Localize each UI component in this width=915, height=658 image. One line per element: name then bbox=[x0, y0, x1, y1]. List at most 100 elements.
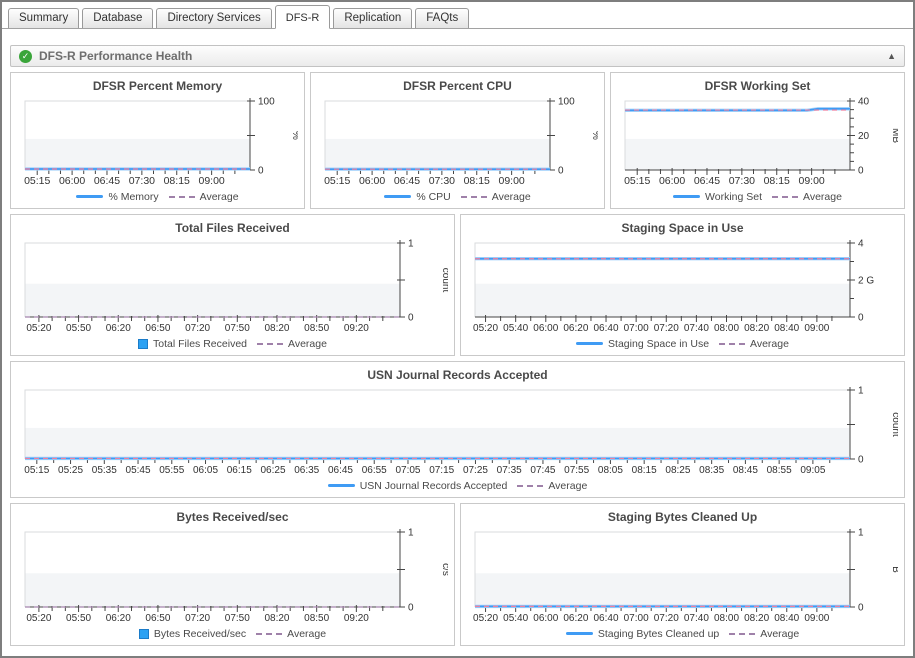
chart-title: DFSR Percent Memory bbox=[92, 79, 223, 93]
legend-item: Average bbox=[460, 191, 531, 203]
collapse-icon[interactable]: ▲ bbox=[887, 51, 896, 61]
legend-label: Average bbox=[760, 627, 800, 640]
tab-replication[interactable]: Replication bbox=[333, 8, 413, 28]
svg-text:09:00: 09:00 bbox=[804, 323, 829, 334]
svg-text:07:30: 07:30 bbox=[429, 175, 455, 187]
chart-plot[interactable]: 0 100% 05:15 06:00 06:45 07:30 08:15 09:00 bbox=[17, 95, 298, 188]
chart-plot[interactable]: 0 1 count 05:15 05:25 05:35 05:45 05:55 06:05 06:… bbox=[17, 384, 898, 477]
svg-text:08:15: 08:15 bbox=[764, 175, 790, 187]
legend-label: Average bbox=[287, 627, 327, 640]
svg-text:05:15: 05:15 bbox=[624, 175, 650, 187]
svg-text:06:20: 06:20 bbox=[106, 613, 131, 624]
svg-text:08:15: 08:15 bbox=[164, 175, 190, 187]
svg-text:08:50: 08:50 bbox=[304, 323, 329, 334]
svg-text:08:55: 08:55 bbox=[767, 465, 792, 476]
svg-text:08:15: 08:15 bbox=[464, 175, 490, 187]
svg-text:0: 0 bbox=[858, 166, 864, 177]
line-swatch-icon bbox=[576, 342, 604, 345]
dashboard-content: ✓ DFS-R Performance Health ▲ DFSR Percen… bbox=[2, 29, 913, 646]
tab-faqts[interactable]: FAQts bbox=[415, 8, 470, 28]
svg-text:MB: MB bbox=[890, 128, 898, 143]
chart-card-bytes-received-sec: Bytes Received/sec 0 1 c/s 05:20 05:50 06:20 0… bbox=[10, 503, 455, 646]
svg-text:07:25: 07:25 bbox=[463, 465, 488, 476]
chart-row-4: Bytes Received/sec 0 1 c/s 05:20 05:50 06:20 0… bbox=[10, 503, 905, 646]
chart-title: Staging Space in Use bbox=[621, 221, 744, 235]
svg-text:06:55: 06:55 bbox=[362, 465, 387, 476]
chart-plot[interactable]: 0 20 40 MB 05:15 06:00 06:45 07:30 08:15 09:00 bbox=[617, 95, 898, 188]
svg-text:08:50: 08:50 bbox=[304, 613, 329, 624]
legend-item: % CPU bbox=[384, 191, 451, 203]
legend-item: % Memory bbox=[76, 190, 159, 203]
svg-text:08:00: 08:00 bbox=[714, 613, 739, 624]
chart-legend: % CPU Average bbox=[317, 188, 598, 205]
chart-plot[interactable]: 0 1 count 05:20 05:50 06:20 06:50 07:20 07:50 08:… bbox=[17, 237, 448, 335]
svg-text:09:05: 09:05 bbox=[800, 465, 825, 476]
legend-item: Average bbox=[729, 628, 799, 640]
svg-text:08:15: 08:15 bbox=[632, 465, 657, 476]
tab-dfs-r[interactable]: DFS-R bbox=[274, 5, 331, 29]
tab-database[interactable]: Database bbox=[82, 8, 154, 28]
chart-card-total-files-received: Total Files Received 0 1 count 05:20 05:50 06… bbox=[10, 214, 455, 356]
line-swatch-icon bbox=[673, 195, 701, 198]
svg-text:%: % bbox=[290, 131, 298, 140]
dash-swatch-icon bbox=[719, 342, 746, 345]
section-header: ✓ DFS-R Performance Health ▲ bbox=[10, 45, 905, 67]
svg-text:06:50: 06:50 bbox=[145, 613, 170, 624]
legend-label: Total Files Received bbox=[153, 337, 248, 350]
svg-text:05:40: 05:40 bbox=[503, 613, 528, 624]
chart-title: Staging Bytes Cleaned Up bbox=[607, 510, 758, 524]
chart-plot[interactable]: 0 100% 05:15 06:00 06:45 07:30 08:15 09:00 bbox=[317, 95, 598, 188]
line-swatch-icon bbox=[384, 195, 412, 198]
svg-text:06:25: 06:25 bbox=[260, 465, 285, 476]
chart-legend: Staging Space in Use Average bbox=[467, 335, 898, 352]
svg-text:06:45: 06:45 bbox=[94, 175, 120, 187]
svg-text:count: count bbox=[440, 268, 448, 293]
chart-card-dfsr-working-set: DFSR Working Set 0 20 40 MB 05:15 06:00 06:45 0… bbox=[610, 72, 905, 209]
tab-summary[interactable]: Summary bbox=[8, 8, 80, 28]
dash-swatch-icon bbox=[168, 195, 195, 198]
chart-plot[interactable]: 0 1 B 05:20 05:40 06:00 06:20 06:40 07:00 07:20 07… bbox=[467, 526, 898, 625]
svg-text:05:15: 05:15 bbox=[24, 175, 50, 187]
svg-text:0: 0 bbox=[258, 166, 264, 177]
legend-item: Average bbox=[257, 338, 327, 350]
dash-swatch-icon bbox=[256, 632, 283, 635]
svg-text:05:40: 05:40 bbox=[503, 323, 528, 334]
svg-text:20: 20 bbox=[858, 131, 870, 142]
svg-text:1: 1 bbox=[408, 239, 414, 250]
svg-text:06:40: 06:40 bbox=[594, 323, 619, 334]
svg-text:06:45: 06:45 bbox=[394, 175, 420, 187]
svg-text:06:45: 06:45 bbox=[694, 175, 720, 187]
svg-text:07:15: 07:15 bbox=[429, 465, 454, 476]
legend-item: Average bbox=[256, 628, 326, 640]
chart-plot[interactable]: 0 2 G 4 05:20 05:40 06:00 06:20 06:40 07:00 07:20… bbox=[467, 237, 898, 335]
legend-item: Total Files Received bbox=[138, 338, 247, 350]
svg-text:07:50: 07:50 bbox=[225, 323, 250, 334]
svg-text:0: 0 bbox=[408, 313, 414, 324]
dash-swatch-icon bbox=[257, 342, 284, 345]
svg-text:06:35: 06:35 bbox=[294, 465, 319, 476]
legend-label: Average bbox=[803, 190, 842, 203]
tab-directory-services[interactable]: Directory Services bbox=[156, 8, 272, 28]
svg-text:0: 0 bbox=[558, 166, 564, 177]
svg-text:08:45: 08:45 bbox=[733, 465, 758, 476]
svg-text:08:20: 08:20 bbox=[264, 613, 289, 624]
bar-swatch-icon bbox=[138, 628, 149, 639]
legend-item: Average bbox=[772, 191, 842, 203]
legend-item: USN Journal Records Accepted bbox=[327, 480, 507, 492]
svg-text:07:05: 07:05 bbox=[395, 465, 420, 476]
svg-text:09:00: 09:00 bbox=[804, 613, 829, 624]
svg-text:count: count bbox=[890, 412, 898, 437]
legend-item: Working Set bbox=[673, 191, 762, 203]
svg-text:%: % bbox=[590, 131, 598, 140]
svg-text:0: 0 bbox=[858, 603, 864, 614]
chart-title: Bytes Received/sec bbox=[176, 510, 289, 524]
svg-text:07:35: 07:35 bbox=[497, 465, 522, 476]
chart-plot[interactable]: 0 1 c/s 05:20 05:50 06:20 06:50 07:20 07:50 08:20… bbox=[17, 526, 448, 625]
svg-text:08:20: 08:20 bbox=[264, 323, 289, 334]
legend-label: % Memory bbox=[108, 190, 159, 203]
svg-text:06:00: 06:00 bbox=[59, 175, 85, 187]
svg-text:07:20: 07:20 bbox=[185, 323, 210, 334]
svg-text:08:00: 08:00 bbox=[714, 323, 739, 334]
svg-text:06:15: 06:15 bbox=[227, 465, 252, 476]
